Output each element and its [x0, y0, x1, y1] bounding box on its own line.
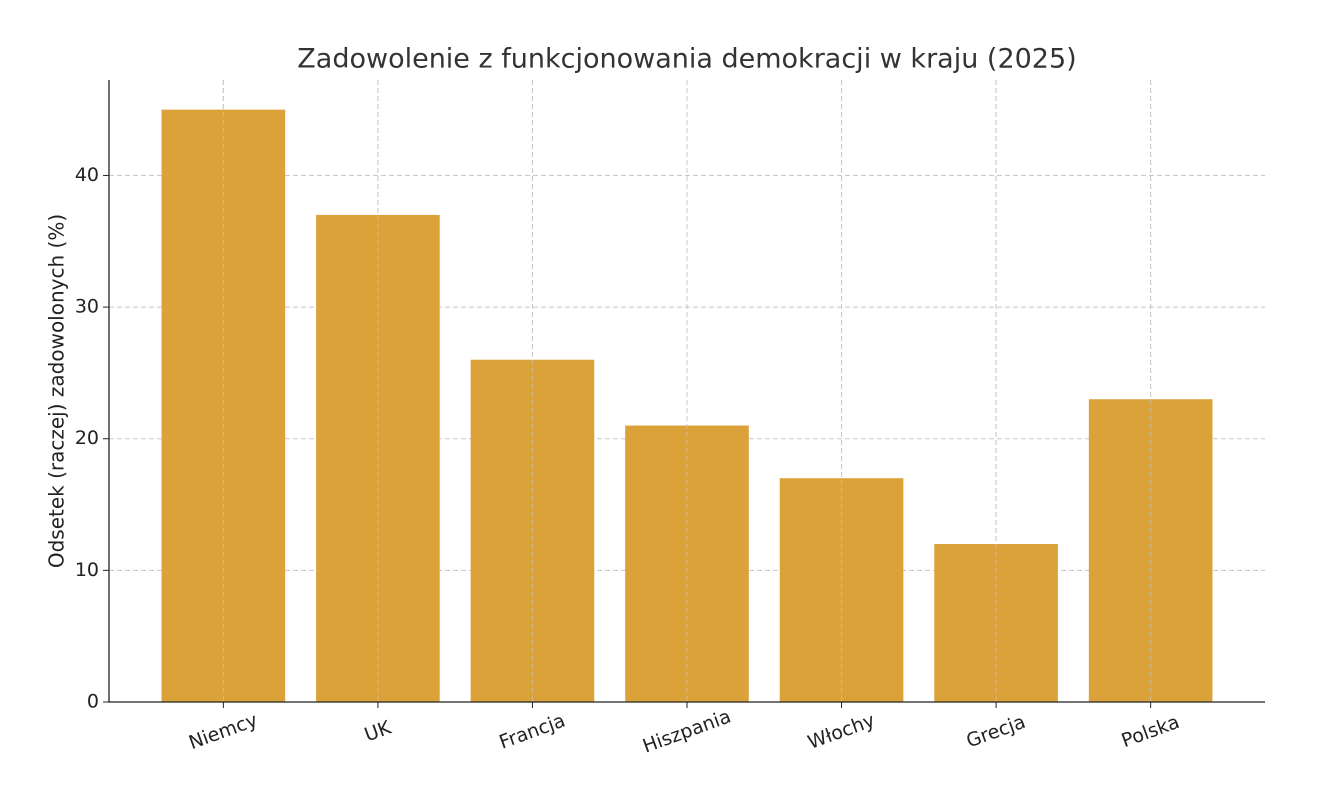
y-tick-label: 0: [87, 691, 99, 713]
chart-title: Zadowolenie z funkcjonowania demokracji …: [297, 44, 1076, 75]
x-tick-label: Niemcy: [186, 709, 261, 754]
x-tick-label: Grecja: [963, 711, 1028, 753]
bar: [161, 109, 286, 703]
x-tick-label: Polska: [1119, 711, 1183, 752]
x-tick-label: Włochy: [805, 709, 878, 753]
y-tick-label: 40: [75, 164, 99, 186]
y-axis-label: Odsetek (raczej) zadowolonych (%): [45, 214, 69, 568]
x-tick-label: Francja: [496, 709, 568, 753]
y-tick-label: 20: [75, 427, 99, 449]
x-tick-label: Hiszpania: [640, 705, 734, 757]
bar: [934, 544, 1058, 702]
y-tick-label: 10: [75, 559, 99, 581]
y-tick-label: 30: [75, 296, 99, 318]
x-tick-label: UK: [362, 717, 395, 747]
